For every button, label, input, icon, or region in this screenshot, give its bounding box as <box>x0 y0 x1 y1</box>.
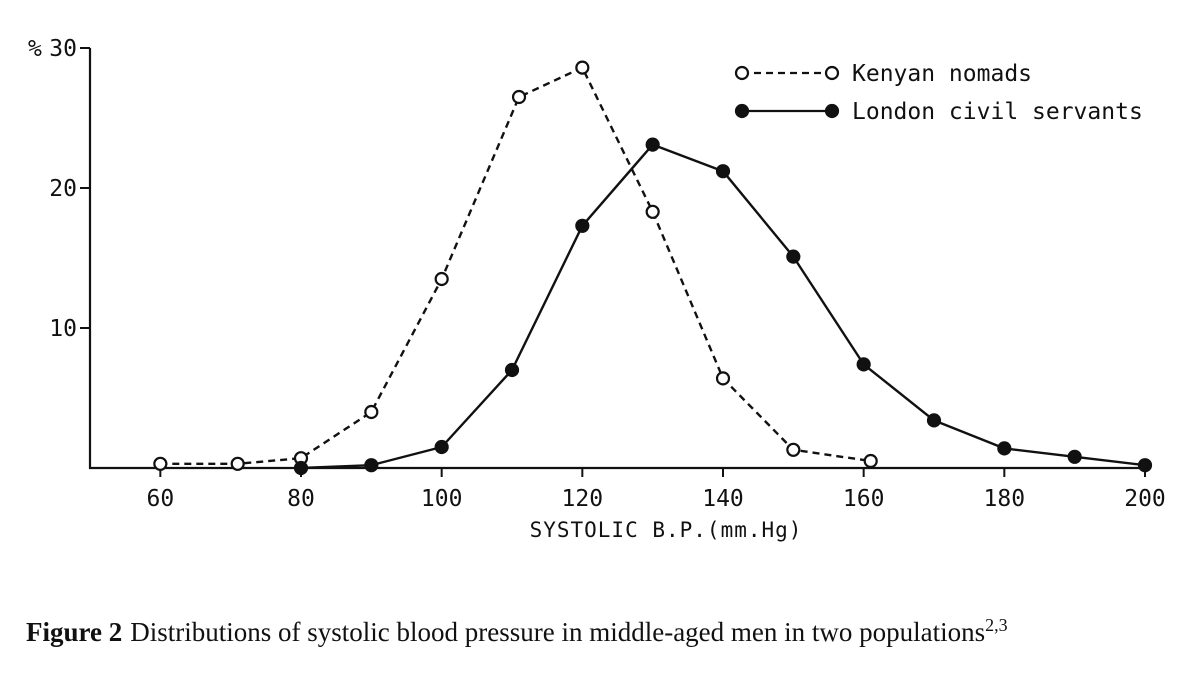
data-point <box>504 362 520 378</box>
x-tick-label: 180 <box>984 486 1026 512</box>
figure-caption: Figure 2 Distributions of systolic blood … <box>26 610 1146 647</box>
data-point <box>434 271 449 287</box>
data-point <box>786 442 801 457</box>
data-point <box>715 371 731 386</box>
data-point <box>230 456 245 471</box>
data-point <box>153 456 168 471</box>
y-tick-label: 10 <box>49 316 77 342</box>
y-tick-label: 30 <box>49 36 77 62</box>
data-point <box>645 137 660 152</box>
data-point <box>786 249 801 264</box>
x-tick-label: 100 <box>421 486 463 512</box>
data-point <box>364 404 379 420</box>
series-line <box>300 143 1146 470</box>
x-tick-label: 80 <box>287 486 315 512</box>
legend-marker <box>734 103 750 119</box>
x-tick-label: 60 <box>146 486 174 512</box>
series-1 <box>293 137 1153 476</box>
data-point <box>511 89 527 105</box>
data-point <box>575 218 590 233</box>
chart-series <box>153 60 1153 476</box>
legend: Kenyan nomads London civil servants <box>734 61 1143 125</box>
x-tick-label: 140 <box>702 486 744 512</box>
data-point <box>863 453 878 469</box>
data-point <box>997 441 1012 456</box>
x-tick-label: 120 <box>562 486 604 512</box>
data-point <box>293 460 309 476</box>
x-tick-label: 160 <box>843 486 885 512</box>
data-point <box>715 164 731 179</box>
data-point <box>364 458 379 473</box>
data-point <box>434 439 449 455</box>
legend-marker <box>734 65 750 81</box>
chart-axes: 60 80 100 120 140 160 180 200 10 20 30% <box>28 36 1166 512</box>
data-point <box>645 204 660 219</box>
figure-label: Figure 2 <box>26 617 123 647</box>
y-tick-label: 20 <box>49 176 77 202</box>
x-tick-label: 200 <box>1124 486 1166 512</box>
legend-marker <box>824 65 840 81</box>
chart: 60 80 100 120 140 160 180 200 10 20 30% Kenyan nom… <box>28 36 1166 542</box>
legend-marker <box>824 103 840 119</box>
series-line <box>160 66 871 465</box>
legend-label: Kenyan nomads <box>852 61 1032 87</box>
x-axis-label: SYSTOLIC B.P.(mm.Hg) <box>530 518 803 542</box>
data-point <box>926 413 942 428</box>
legend-label: London civil servants <box>852 99 1143 125</box>
series-0 <box>153 60 878 471</box>
figure-caption-references: 2,3 <box>985 615 1008 635</box>
y-axis-unit: % <box>28 36 42 62</box>
data-point <box>575 60 590 75</box>
data-point <box>1067 449 1082 464</box>
data-point <box>856 357 871 372</box>
figure-caption-text: Distributions of systolic blood pressure… <box>130 617 986 647</box>
data-point <box>1137 458 1153 473</box>
